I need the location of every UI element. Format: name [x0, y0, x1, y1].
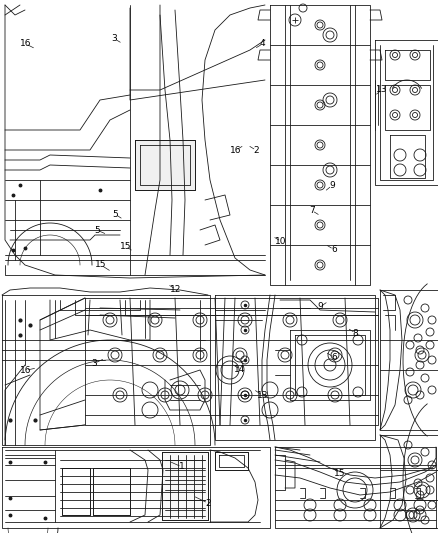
Polygon shape — [215, 452, 248, 470]
Text: 16: 16 — [20, 39, 31, 48]
Text: 9: 9 — [329, 181, 335, 190]
Text: 3: 3 — [111, 34, 117, 43]
Text: 13: 13 — [376, 85, 388, 94]
Text: 13: 13 — [257, 391, 268, 400]
Text: 5: 5 — [112, 210, 118, 219]
Text: 16: 16 — [20, 366, 31, 375]
Text: 12: 12 — [170, 285, 182, 294]
Text: 4: 4 — [260, 39, 265, 48]
Polygon shape — [162, 452, 208, 520]
Text: 2: 2 — [205, 499, 211, 507]
Polygon shape — [62, 468, 90, 515]
Text: 14: 14 — [234, 365, 246, 374]
Text: 5: 5 — [94, 226, 100, 235]
Text: 7: 7 — [309, 206, 315, 215]
Text: 1: 1 — [179, 463, 185, 471]
Text: 8: 8 — [353, 329, 359, 337]
Text: 15: 15 — [334, 469, 345, 478]
Text: 6: 6 — [331, 245, 337, 254]
Text: 2: 2 — [254, 146, 259, 155]
Text: 9: 9 — [318, 302, 324, 311]
Text: 15: 15 — [120, 242, 131, 251]
Polygon shape — [93, 468, 130, 515]
Text: 3: 3 — [91, 359, 97, 368]
Text: 16: 16 — [230, 146, 241, 155]
Polygon shape — [135, 140, 195, 190]
Text: 6: 6 — [331, 353, 337, 361]
Text: 15: 15 — [95, 261, 106, 269]
Text: 10: 10 — [276, 237, 287, 246]
